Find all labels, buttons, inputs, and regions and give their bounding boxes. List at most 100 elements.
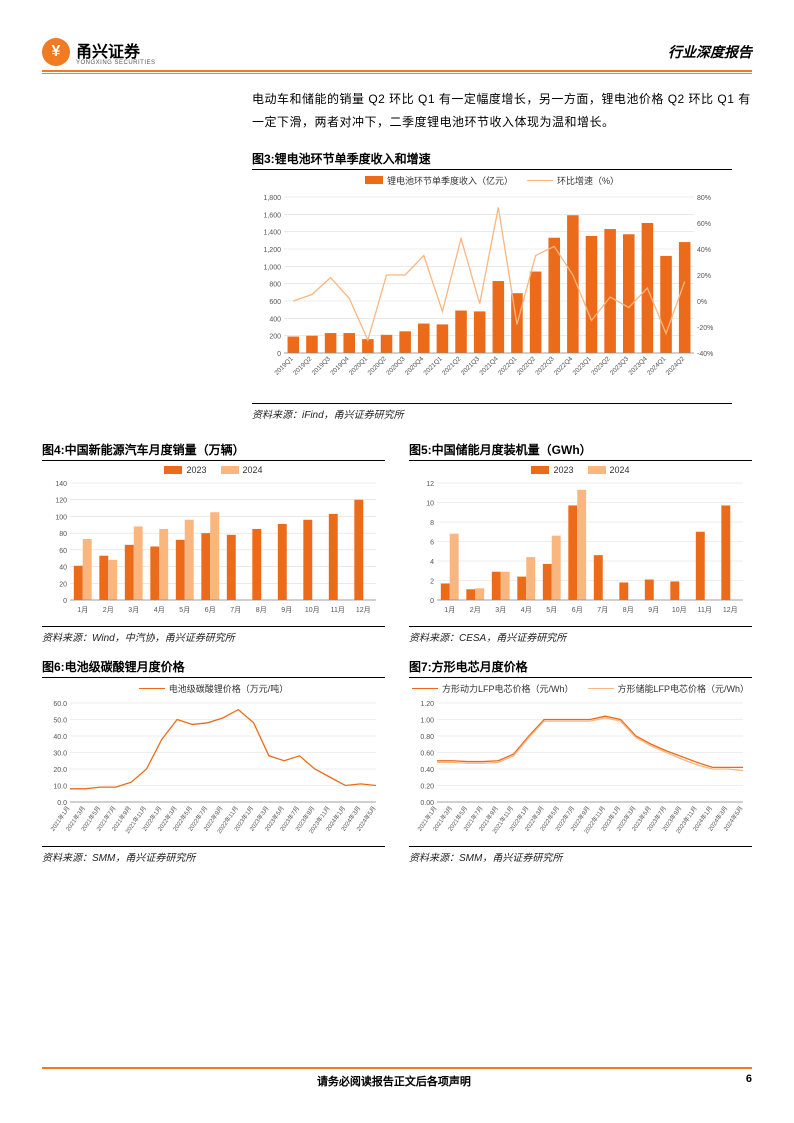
chart3-legend-line-swatch: [527, 180, 553, 181]
svg-text:2022Q1: 2022Q1: [497, 355, 519, 377]
svg-text:2: 2: [430, 578, 434, 585]
chart6-legend: 电池级碳酸锂价格（万元/吨）: [42, 682, 385, 695]
svg-text:2019Q4: 2019Q4: [329, 355, 351, 377]
svg-text:5月: 5月: [546, 606, 557, 614]
svg-text:400: 400: [269, 316, 281, 323]
svg-text:40: 40: [59, 564, 67, 571]
chart4-legend-swatch-2023: [164, 466, 182, 474]
chart4-legend: 2023 2024: [42, 465, 385, 475]
chart6-source: 资料来源：SMM，甬兴证券研究所: [42, 846, 385, 864]
svg-text:2023Q1: 2023Q1: [572, 355, 594, 377]
chart3-legend-bar-swatch: [365, 176, 383, 184]
svg-text:2020Q2: 2020Q2: [367, 355, 389, 377]
svg-text:60%: 60%: [697, 221, 711, 228]
svg-text:2020Q1: 2020Q1: [348, 355, 370, 377]
svg-text:0: 0: [277, 351, 281, 358]
svg-text:1,000: 1,000: [263, 264, 281, 271]
chart3-legend-bar-label: 锂电池环节单季度收入（亿元）: [387, 174, 513, 187]
svg-text:800: 800: [269, 281, 281, 288]
svg-text:100: 100: [55, 514, 67, 521]
svg-text:2019Q2: 2019Q2: [292, 355, 314, 377]
svg-text:0.60: 0.60: [420, 750, 434, 757]
chart6-legend-label: 电池级碳酸锂价格（万元/吨）: [169, 682, 289, 695]
svg-text:0.40: 0.40: [420, 767, 434, 774]
svg-text:2024Q2: 2024Q2: [665, 355, 687, 377]
chart7-legend-label-2: 方形储能LFP电芯价格（元/Wh）: [618, 682, 750, 695]
svg-text:0: 0: [63, 598, 67, 605]
chart6-legend-swatch: [139, 688, 165, 689]
svg-text:1月: 1月: [444, 606, 455, 614]
svg-text:9月: 9月: [281, 606, 292, 614]
chart3-title: 图3:锂电池环节单季度收入和增速: [252, 150, 732, 170]
svg-text:20.0: 20.0: [53, 767, 67, 774]
page-header: ¥ 甬兴证券 YONGXING SECURITIES 行业深度报告: [42, 38, 752, 66]
svg-text:1,200: 1,200: [263, 247, 281, 254]
svg-text:2023Q4: 2023Q4: [628, 355, 650, 377]
chart7-legend-swatch-2: [588, 688, 614, 689]
svg-text:7月: 7月: [597, 606, 608, 614]
svg-text:7月: 7月: [230, 606, 241, 614]
svg-text:11月: 11月: [698, 606, 712, 614]
svg-text:2024Q1: 2024Q1: [646, 355, 668, 377]
svg-text:2月: 2月: [103, 606, 114, 614]
svg-text:4: 4: [430, 559, 434, 566]
chart4-title: 图4:中国新能源汽车月度销量（万辆）: [42, 441, 385, 461]
body-paragraph: 电动车和储能的销量 Q2 环比 Q1 有一定幅度增长，另一方面，锂电池价格 Q2…: [252, 88, 752, 134]
svg-text:2021Q3: 2021Q3: [460, 355, 482, 377]
svg-text:12月: 12月: [356, 606, 371, 614]
chart3-legend: 锂电池环节单季度收入（亿元） 环比增速（%）: [252, 174, 732, 187]
brand-logo: ¥ 甬兴证券 YONGXING SECURITIES: [42, 38, 156, 66]
chart5-plot: 0246810121月2月3月4月5月6月7月8月9月10月11月12月: [409, 479, 749, 624]
svg-text:0%: 0%: [697, 299, 707, 306]
svg-text:60: 60: [59, 547, 67, 554]
chart5-container: 图5:中国储能月度装机量（GWh） 2023 2024 0246810121月2…: [409, 441, 752, 644]
svg-text:11月: 11月: [331, 606, 345, 614]
svg-text:2022Q4: 2022Q4: [553, 355, 575, 377]
chart7-source: 资料来源：SMM，甬兴证券研究所: [409, 846, 752, 864]
chart5-source: 资料来源：CESA，甬兴证券研究所: [409, 626, 752, 644]
chart4-legend-label-2023: 2023: [186, 465, 206, 475]
svg-text:2020Q4: 2020Q4: [404, 355, 426, 377]
header-rule-orange: [42, 70, 752, 72]
chart3-plot: 02004006008001,0001,2001,4001,6001,800-4…: [252, 191, 722, 401]
chart4-legend-swatch-2024: [221, 466, 239, 474]
svg-text:2019Q1: 2019Q1: [273, 355, 295, 377]
chart6-container: 图6:电池级碳酸锂月度价格 电池级碳酸锂价格（万元/吨） 0.010.020.0…: [42, 658, 385, 864]
footer-page-number: 6: [746, 1073, 752, 1089]
svg-text:3月: 3月: [495, 606, 506, 614]
svg-text:10.0: 10.0: [53, 783, 67, 790]
svg-text:0.00: 0.00: [420, 800, 434, 807]
chart7-title: 图7:方形电芯月度价格: [409, 658, 752, 678]
svg-text:200: 200: [269, 333, 281, 340]
page-footer: 请务必阅读报告正文后各项声明 6: [42, 1067, 752, 1089]
svg-text:5月: 5月: [179, 606, 190, 614]
svg-text:0.80: 0.80: [420, 734, 434, 741]
chart4-container: 图4:中国新能源汽车月度销量（万辆） 2023 2024 02040608010…: [42, 441, 385, 644]
svg-text:2021Q2: 2021Q2: [441, 355, 463, 377]
svg-text:2月: 2月: [470, 606, 481, 614]
svg-text:2021Q4: 2021Q4: [478, 355, 500, 377]
footer-disclaimer: 请务必阅读报告正文后各项声明: [42, 1073, 746, 1089]
chart5-legend-swatch-2023: [531, 466, 549, 474]
svg-text:8月: 8月: [623, 606, 634, 614]
svg-text:0.20: 0.20: [420, 783, 434, 790]
chart7-legend-swatch-1: [412, 688, 438, 689]
chart5-legend-label-2023: 2023: [553, 465, 573, 475]
chart5-legend: 2023 2024: [409, 465, 752, 475]
svg-text:6月: 6月: [572, 606, 583, 614]
svg-text:2019Q3: 2019Q3: [311, 355, 333, 377]
svg-text:-40%: -40%: [697, 351, 713, 358]
chart4-plot: 0204060801001201401月2月3月4月5月6月7月8月9月10月1…: [42, 479, 382, 624]
svg-text:1.00: 1.00: [420, 717, 434, 724]
svg-text:6: 6: [430, 539, 434, 546]
svg-text:4月: 4月: [521, 606, 532, 614]
svg-text:1,600: 1,600: [263, 212, 281, 219]
svg-text:10: 10: [426, 500, 434, 507]
svg-text:4月: 4月: [154, 606, 165, 614]
svg-text:1,800: 1,800: [263, 195, 281, 202]
chart3-legend-line-label: 环比增速（%）: [557, 174, 619, 187]
svg-text:1.20: 1.20: [420, 701, 434, 708]
svg-text:40.0: 40.0: [53, 734, 67, 741]
svg-text:2023Q3: 2023Q3: [609, 355, 631, 377]
company-name-en: YONGXING SECURITIES: [76, 60, 156, 66]
